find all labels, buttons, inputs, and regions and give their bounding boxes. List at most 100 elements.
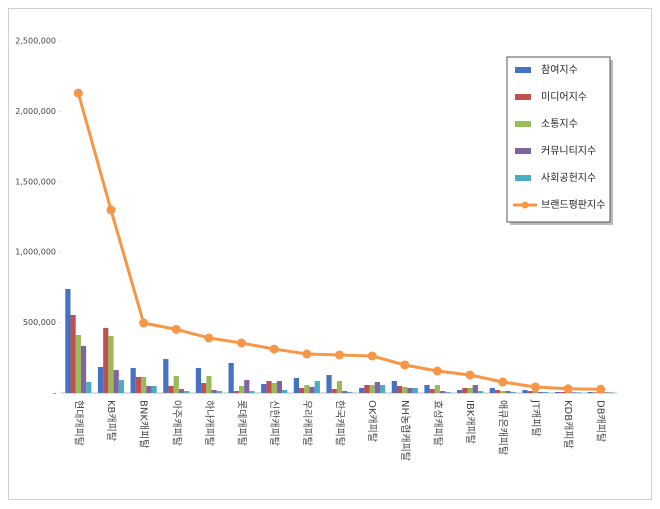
bar — [151, 385, 157, 393]
y-tick-label: 1,000,000 — [15, 248, 56, 257]
bar — [314, 381, 320, 393]
marker — [302, 349, 312, 359]
marker — [432, 366, 442, 376]
y-tick-label: 2,000,000 — [15, 107, 56, 116]
marker — [596, 384, 606, 394]
legend-label: 브랜드평판지수 — [541, 199, 605, 211]
bar — [86, 382, 92, 393]
bar — [249, 391, 255, 393]
x-tick-label: 현대캐피탈 — [72, 400, 85, 446]
bar — [282, 390, 288, 393]
bar — [477, 391, 484, 393]
bar — [424, 384, 430, 393]
bar — [304, 384, 310, 393]
legend-box — [506, 56, 611, 223]
bar — [592, 392, 599, 393]
x-tick-label: 신한캐피탈 — [268, 400, 281, 446]
bar — [261, 383, 267, 393]
bar — [359, 387, 365, 393]
bar — [570, 392, 576, 393]
bar — [347, 392, 353, 393]
legend-swatch — [515, 67, 531, 73]
bar — [374, 382, 380, 393]
legend-label: 참여지수 — [541, 64, 578, 76]
bar — [195, 367, 202, 393]
bar — [489, 387, 495, 393]
bar — [271, 383, 277, 393]
x-tick-label: 아주캐피탈 — [170, 400, 183, 446]
y-tick-label: - — [53, 389, 56, 398]
bar — [391, 381, 397, 393]
bar — [587, 392, 593, 393]
bar — [412, 387, 418, 393]
bar — [379, 384, 386, 393]
x-tick-label: NH농협캐피탈 — [399, 400, 412, 461]
bar — [113, 370, 119, 393]
marker — [139, 318, 149, 328]
marker — [335, 350, 344, 360]
bar — [276, 381, 283, 393]
bar — [299, 387, 305, 393]
bar — [103, 327, 109, 393]
marker — [171, 324, 181, 334]
bar — [457, 390, 463, 393]
marker — [237, 338, 247, 348]
bar — [554, 392, 561, 393]
x-tick-label: DB캐피탈 — [595, 400, 608, 442]
bar — [527, 391, 533, 393]
bar — [537, 392, 544, 393]
bar — [178, 389, 185, 393]
y-tick-label: 2,500,000 — [15, 37, 56, 46]
bar — [238, 385, 245, 393]
bar — [168, 385, 174, 393]
bar — [309, 386, 315, 393]
bar — [494, 390, 501, 393]
bar — [510, 392, 516, 393]
bar — [467, 387, 473, 393]
x-tick-label: 효성캐피탈 — [431, 400, 444, 446]
bar — [336, 381, 343, 393]
bar — [201, 383, 207, 393]
bar — [500, 391, 506, 393]
bar — [342, 391, 348, 393]
bar — [429, 389, 435, 393]
bar — [244, 380, 250, 393]
legend-swatch — [521, 201, 529, 209]
x-tick-label: JT캐피탈 — [529, 399, 542, 437]
marker — [204, 333, 214, 343]
bar — [118, 380, 125, 393]
bar — [532, 391, 538, 393]
bar — [130, 367, 136, 393]
bar — [402, 386, 408, 393]
legend-swatch — [515, 148, 531, 154]
bar — [266, 381, 272, 393]
x-tick-label: IBK캐피탈 — [464, 400, 477, 444]
bar — [65, 288, 71, 393]
bar — [560, 392, 566, 393]
bar — [472, 384, 478, 393]
legend-swatch — [515, 121, 531, 127]
bar — [228, 363, 234, 393]
bar — [293, 377, 300, 393]
x-tick-label: KDB캐피탈 — [562, 400, 575, 449]
bar — [80, 345, 87, 393]
marker — [400, 360, 410, 370]
bar — [445, 392, 451, 393]
bar — [326, 374, 332, 393]
bar — [369, 384, 375, 393]
x-tick-label: 롯데캐피탈 — [236, 400, 249, 446]
bar — [163, 359, 169, 393]
bar — [522, 390, 528, 393]
legend-label: 소통지수 — [541, 118, 578, 130]
bar — [462, 387, 468, 393]
legend-swatch — [515, 94, 531, 100]
bar — [434, 384, 441, 393]
x-tick-label: KB캐피탈 — [105, 400, 118, 441]
bar — [146, 385, 152, 393]
bar — [206, 375, 212, 393]
bar — [141, 376, 147, 393]
marker — [530, 382, 540, 392]
bar — [97, 366, 104, 393]
bar — [608, 392, 614, 393]
